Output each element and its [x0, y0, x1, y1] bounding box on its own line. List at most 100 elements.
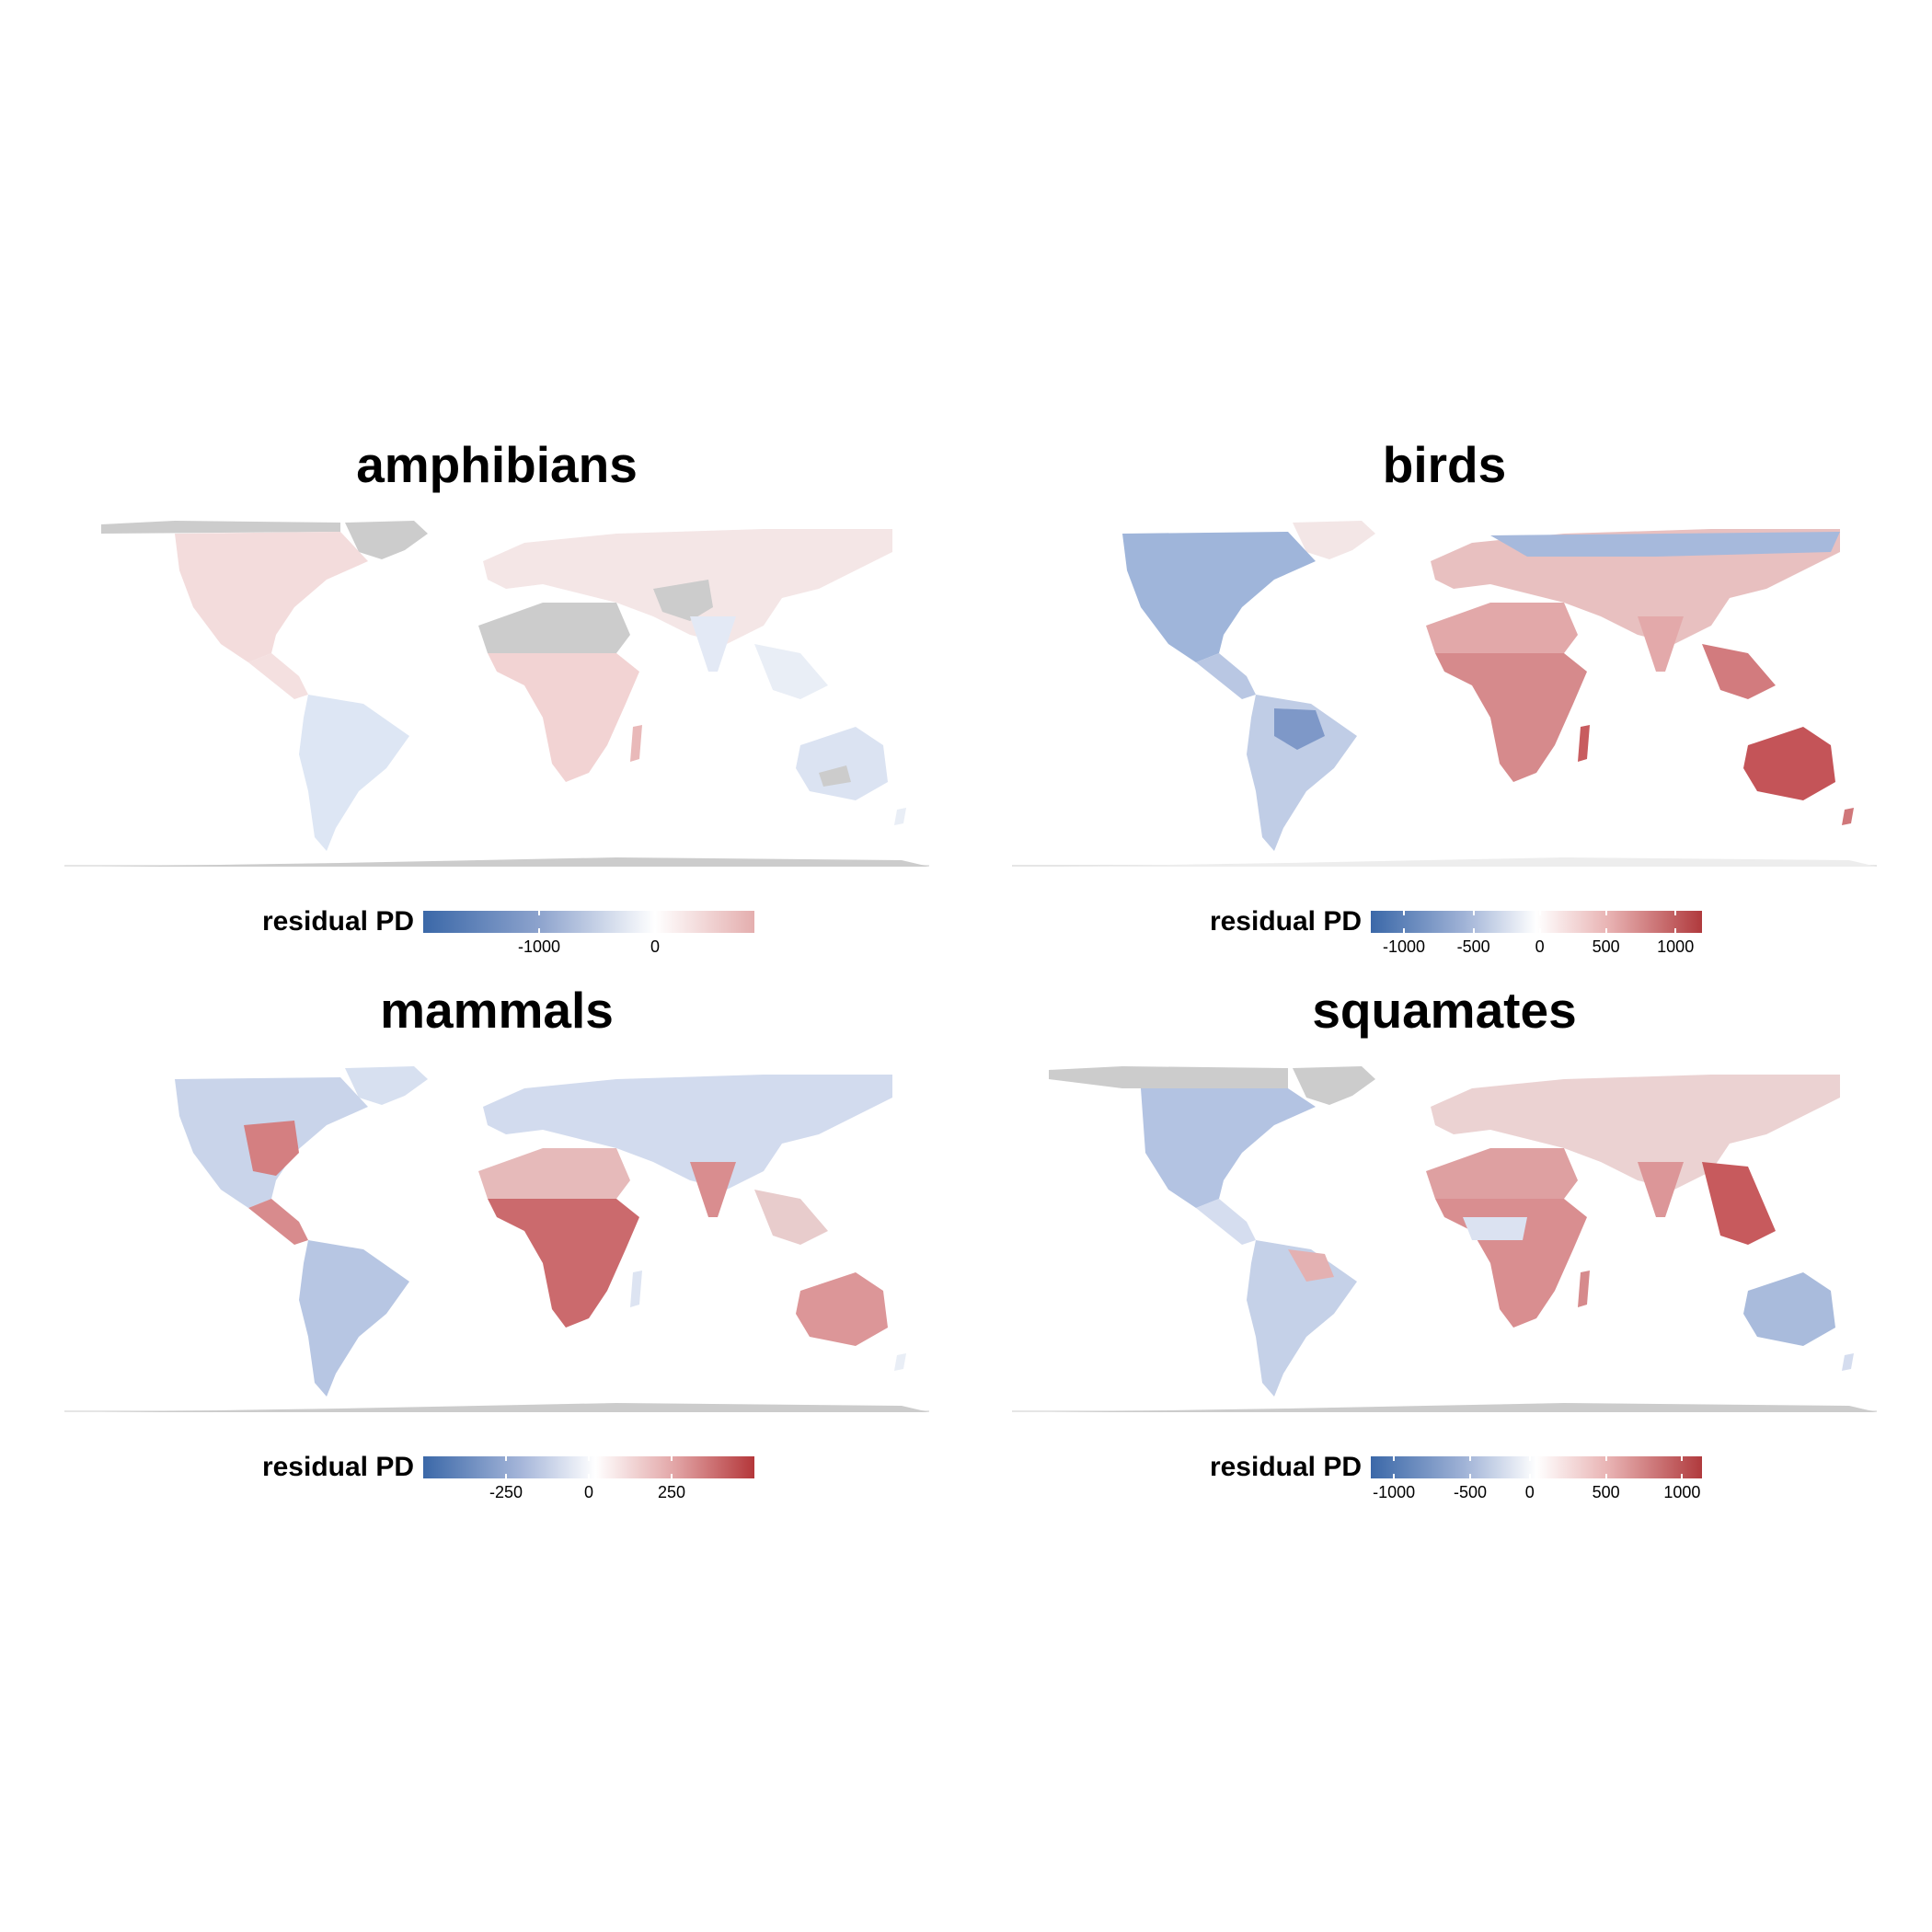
australia: [796, 727, 888, 800]
central-america: [248, 1199, 308, 1245]
africa-north: [478, 1148, 630, 1199]
color-legend: residual PD -1000 -500 0 500 1000: [984, 1452, 1904, 1501]
madagascar: [630, 725, 642, 762]
legend-tick-mark: [1469, 1474, 1471, 1478]
eurasia: [1431, 529, 1840, 644]
australia-no-data: [819, 765, 851, 787]
eurasia: [1431, 1075, 1840, 1190]
color-legend: residual PD -1000 -500 0 500 1000: [984, 906, 1904, 956]
legend-tick-label: -250: [489, 1483, 523, 1501]
panel-squamates: squamates residual PD -1000 -500 0 500 1000: [984, 978, 1904, 1501]
legend-tick-mark: [588, 1474, 590, 1478]
africa: [488, 653, 639, 782]
legend-tick-label: 0: [1524, 1483, 1535, 1501]
legend-tick-mark: [1528, 1456, 1531, 1461]
legend-title: residual PD: [1209, 1452, 1362, 1482]
africa: [488, 1199, 639, 1328]
legend-tick-mark: [1604, 911, 1607, 915]
north-america: [1122, 532, 1316, 662]
africa-central-low: [1463, 1217, 1527, 1240]
central-america: [1196, 653, 1256, 699]
legend-tick-mark: [1403, 928, 1405, 933]
panel-title: birds: [1382, 436, 1507, 493]
antarctica: [1049, 1403, 1877, 1412]
legend-colorbar: [1371, 1456, 1702, 1478]
legend-tick-mark: [1604, 1474, 1607, 1478]
australia: [796, 1272, 888, 1346]
north-america: [1141, 1088, 1316, 1208]
legend-tick-mark: [1604, 928, 1607, 933]
panel-title: mammals: [380, 982, 614, 1039]
australia: [1743, 1272, 1835, 1346]
legend-tick-mark: [1472, 928, 1475, 933]
siberia-low: [1490, 532, 1840, 557]
arabia-no-data: [653, 580, 713, 621]
greenland: [345, 521, 428, 559]
legend-tick-mark: [1674, 928, 1677, 933]
panel-mammals: mammals residual PD -250 0 250: [37, 978, 957, 1501]
legend-tick-label: -500: [1453, 1483, 1488, 1501]
south-america: [299, 695, 409, 851]
central-america: [1196, 1199, 1256, 1245]
legend-tick-label: -1000: [1373, 1483, 1416, 1501]
greenland: [345, 1066, 428, 1105]
legend-tick-mark: [1681, 1456, 1684, 1461]
new-zealand: [894, 1353, 906, 1371]
legend-colorbar: [423, 911, 754, 933]
legend-tick-mark: [1472, 911, 1475, 915]
legend-tick-mark: [505, 1456, 507, 1461]
brazil-high: [1288, 1249, 1334, 1282]
legend-tick-mark: [588, 1456, 590, 1461]
world-map: [64, 1066, 929, 1412]
legend-title: residual PD: [261, 906, 414, 937]
southeast-asia: [1702, 1162, 1776, 1245]
southeast-asia: [754, 644, 828, 699]
legend-tick-label: 250: [657, 1483, 686, 1501]
legend-colorbar: [1371, 911, 1702, 933]
legend-title: residual PD: [261, 1452, 414, 1482]
antarctica: [1049, 857, 1877, 867]
legend-tick-label: 0: [1535, 937, 1545, 956]
legend-tick-label: 1000: [1657, 937, 1695, 956]
new-zealand: [1842, 1353, 1854, 1371]
legend-colorbar: [423, 1456, 754, 1478]
greenland: [1293, 1066, 1375, 1105]
legend-tick-mark: [1538, 928, 1541, 933]
eastern-us: [244, 1121, 299, 1176]
greenland: [1293, 521, 1375, 559]
arctic-band: [1049, 1066, 1288, 1088]
legend-tick-label: 1000: [1663, 1483, 1701, 1501]
india: [690, 1162, 736, 1217]
south-america: [299, 1240, 409, 1397]
panel-title: amphibians: [356, 436, 638, 493]
legend-tick-mark: [1604, 1456, 1607, 1461]
legend-tick-label: -1000: [1382, 937, 1426, 956]
amazon-low: [1274, 708, 1325, 750]
legend-tick-label: -500: [1456, 937, 1490, 956]
southeast-asia: [1702, 644, 1776, 699]
panel-title: squamates: [1312, 982, 1577, 1039]
legend-tick-mark: [1528, 1474, 1531, 1478]
africa-north: [1426, 603, 1578, 653]
new-zealand: [894, 808, 906, 825]
eurasia: [483, 1075, 892, 1190]
africa: [1435, 653, 1587, 782]
color-legend: residual PD -250 0 250: [37, 1452, 957, 1501]
legend-tick-mark: [671, 1474, 673, 1478]
legend-tick-mark: [1674, 911, 1677, 915]
legend-tick-mark: [1403, 911, 1405, 915]
india: [690, 616, 736, 672]
north-america: [175, 532, 368, 662]
legend-tick-mark: [1393, 1474, 1396, 1478]
antarctica: [101, 1403, 929, 1412]
legend-tick-label: -1000: [517, 937, 561, 956]
legend-tick-label: 0: [650, 937, 660, 956]
panel-amphibians: amphibians residual PD -1000 0: [37, 432, 957, 956]
legend-tick-label: 0: [583, 1483, 593, 1501]
africa-north: [1426, 1148, 1578, 1199]
legend-tick-label: 500: [1592, 937, 1620, 956]
legend-tick-label: 500: [1592, 1483, 1620, 1501]
australia: [1743, 727, 1835, 800]
world-map: [1012, 521, 1877, 867]
new-zealand: [1842, 808, 1854, 825]
